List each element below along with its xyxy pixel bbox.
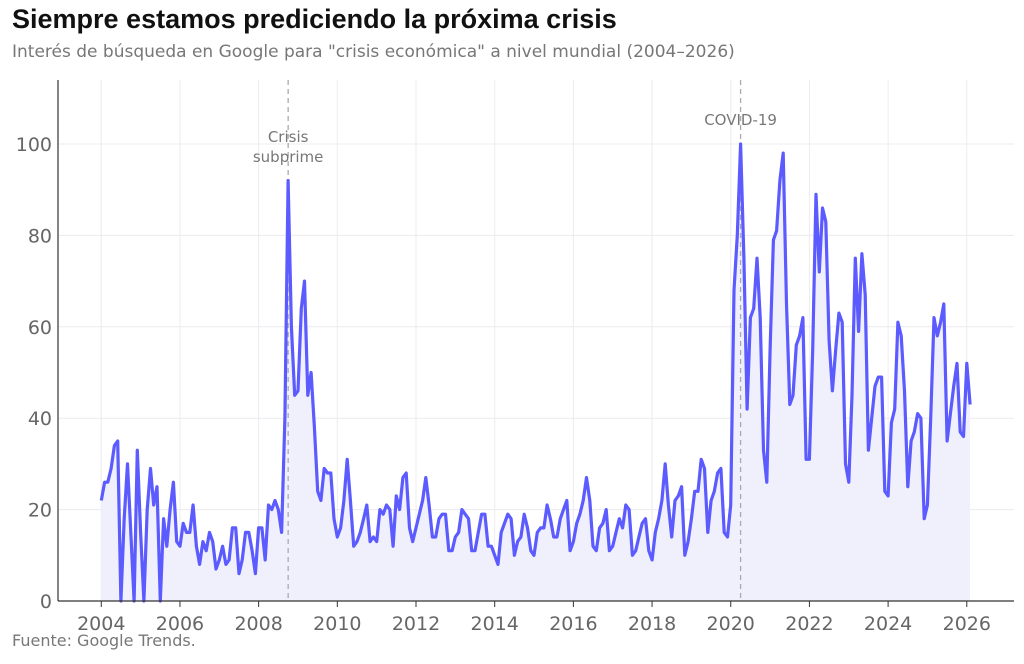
x-tick-label: 2010 [313,613,361,635]
annotation-label: Crisis [268,128,309,146]
chart-title: Siempre estamos prediciendo la próxima c… [12,4,617,34]
x-tick-label: 2008 [234,613,282,635]
y-tick-label: 60 [28,317,52,339]
x-tick-label: 2022 [785,613,833,635]
y-tick-label: 80 [28,225,52,247]
chart-subtitle: Interés de búsqueda en Google para "cris… [12,42,735,62]
x-tick-label: 2016 [549,613,597,635]
annotation-label: subprime [253,148,324,166]
x-tick-label: 2004 [77,613,125,635]
x-tick-label: 2020 [707,613,755,635]
x-tick-label: 2026 [943,613,991,635]
y-tick-label: 100 [16,134,52,156]
x-tick-label: 2006 [156,613,204,635]
x-tick-label: 2024 [864,613,912,635]
series-line [99,142,972,603]
y-tick-label: 20 [28,500,52,522]
annotation-label: COVID-19 [704,111,777,129]
x-tick-label: 2018 [628,613,676,635]
y-tick-label: 40 [28,408,52,430]
series-area [101,144,971,601]
y-tick-label: 0 [40,591,52,613]
x-tick-label: 2014 [471,613,519,635]
chart-source: Fuente: Google Trends. [12,631,196,650]
x-tick-label: 2012 [392,613,440,635]
